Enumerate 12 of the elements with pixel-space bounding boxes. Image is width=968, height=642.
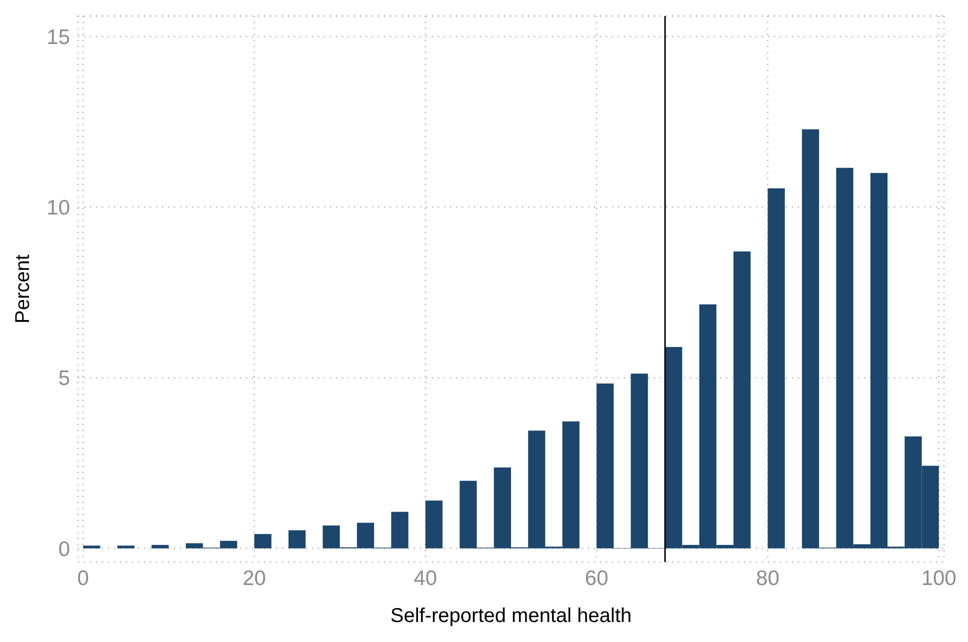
- y-tick-label: 0: [58, 538, 70, 561]
- x-tick-label: 80: [756, 566, 780, 590]
- x-tick-label: 20: [242, 566, 266, 590]
- y-tick-label: 5: [58, 367, 70, 390]
- x-tick-label: 0: [77, 566, 89, 590]
- y-axis-title: Percent: [12, 254, 34, 324]
- y-tick-label: 15: [46, 26, 70, 49]
- x-axis-title: Self-reported mental health: [390, 605, 632, 627]
- x-tick-label: 100: [921, 566, 956, 590]
- x-tick-label: 40: [414, 566, 438, 590]
- x-tick-label: 60: [584, 566, 608, 590]
- y-tick-label: 10: [46, 196, 70, 220]
